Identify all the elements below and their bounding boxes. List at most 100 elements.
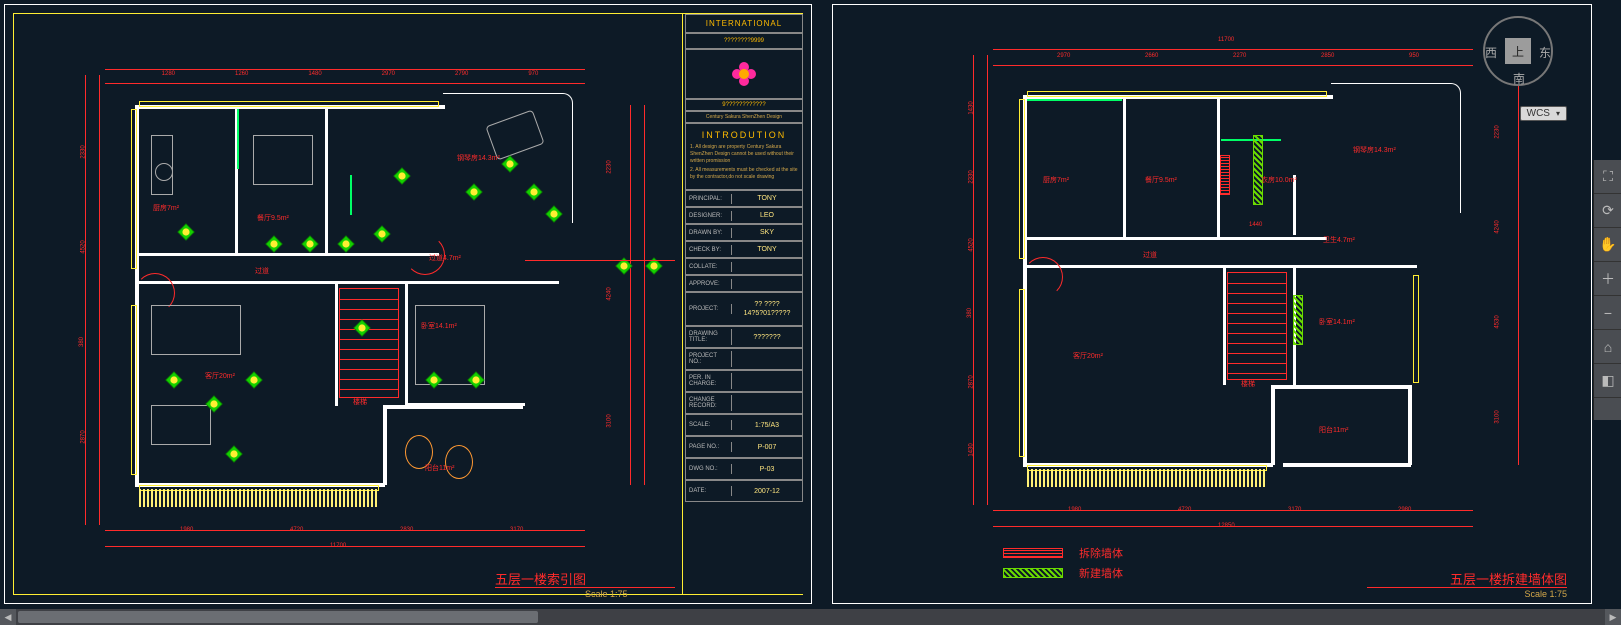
tb-tail-r-0 — [732, 357, 802, 361]
r-dim-1440: 1440 — [1249, 222, 1262, 228]
tb-tail-l-6: DATE: — [686, 486, 732, 496]
index-symbol-6 — [465, 183, 483, 201]
flower-icon — [732, 62, 756, 86]
scroll-left-button[interactable]: ◀ — [0, 609, 16, 625]
nav-btn-6[interactable]: ◧ — [1594, 364, 1621, 398]
rl-dining: 餐厅9.5m² — [257, 213, 289, 223]
compass-e[interactable]: 东 — [1539, 44, 1551, 61]
r-dim-left2 — [973, 55, 974, 505]
tb-row-5: APPROVE: — [685, 275, 803, 292]
nav-btn-1[interactable]: ⟳ — [1594, 194, 1621, 228]
rl-corridor2: 过道4.7m² — [429, 253, 461, 263]
dim-text: 3170 — [510, 527, 523, 533]
tb-tail-0: PROJECT NO.: — [685, 348, 803, 370]
tb-row-1: DESIGNER:LEO — [685, 207, 803, 224]
rl-kitchen: 厨房7m² — [153, 203, 179, 213]
nav-btn-3[interactable]: ＋ — [1594, 262, 1621, 296]
iw-2 — [325, 109, 328, 254]
scrollbar-horizontal[interactable]: ◀ ▶ — [0, 609, 1621, 625]
wcs-indicator[interactable]: WCS ▾ — [1520, 106, 1567, 121]
tb-row-l-1: DESIGNER: — [686, 211, 732, 221]
tb-row-2: DRAWN BY:SKY — [685, 224, 803, 241]
rl-living: 客厅20m² — [205, 371, 235, 381]
nav-btn-4[interactable]: − — [1594, 296, 1621, 330]
tb-row-0: PRINCIPAL:TONY — [685, 190, 803, 207]
dim-text: 1430 — [969, 101, 975, 114]
tb-tail-r-6: 2007-12 — [732, 486, 802, 497]
dim-text: 2330 — [81, 145, 87, 158]
r-dim-total-bot: 12850 — [1218, 523, 1235, 529]
index-symbol-16 — [225, 445, 243, 463]
iw-6 — [405, 281, 408, 406]
nav-btn-2[interactable]: ✋ — [1594, 228, 1621, 262]
compass-w[interactable]: 西 — [1485, 44, 1497, 61]
iw-3 — [139, 253, 439, 256]
r-rl-cloak: 衣房10.0m² — [1261, 175, 1297, 185]
r-bay-ne — [1331, 83, 1461, 213]
tb-row-r-0: TONY — [732, 193, 802, 204]
rl-balcony: 阳台11m² — [425, 463, 454, 473]
dim-text: 2830 — [400, 527, 413, 533]
tb-row-l-0: PRINCIPAL: — [686, 194, 732, 204]
dim-left2 — [85, 75, 86, 525]
dim-text: 3100 — [1495, 410, 1501, 423]
rl-bedroom: 卧室14.1m² — [421, 321, 457, 331]
view-cube[interactable]: 上 南 东 西 — [1473, 6, 1563, 96]
tb-intro: INTRODUTION 1. All design are property C… — [685, 123, 803, 190]
legend-new-txt: 新建墙体 — [1079, 565, 1123, 581]
title-block: INTERNATIONAL ????????9999 9????????????… — [685, 14, 803, 594]
dim-text: 950 — [1409, 53, 1419, 59]
scroll-thumb[interactable] — [18, 611, 538, 623]
nav-btn-5[interactable]: ⌂ — [1594, 330, 1621, 364]
index-symbol-13 — [353, 319, 371, 337]
furn-table — [253, 135, 313, 185]
tb-row-l-2: DRAWN BY: — [686, 228, 732, 238]
furn-sofa — [151, 305, 241, 355]
r-dim-left — [987, 55, 988, 505]
tb-sub2: 9???????????? — [685, 99, 803, 111]
nav-btn-0[interactable]: ⛶ — [1594, 160, 1621, 194]
index-symbol-4 — [373, 225, 391, 243]
dim-text: 2850 — [1321, 53, 1334, 59]
legend-demolish-txt: 拆除墙体 — [1079, 545, 1123, 561]
dim-text: 4530 — [1495, 315, 1501, 328]
tb-international: INTERNATIONAL — [685, 14, 803, 33]
r-rl-balcony: 阳台11m² — [1319, 425, 1348, 435]
tb-tail-l-2: CHANGE RECORD: — [686, 395, 732, 411]
r-wall-s3 — [1271, 385, 1411, 389]
dim-text: 2870 — [969, 375, 975, 388]
fig-title-right: 五层一楼拆建墙体图 — [1450, 569, 1567, 588]
dim-top — [105, 69, 585, 70]
r-iw-1 — [1123, 99, 1126, 239]
navigation-bar: ⛶⟳✋＋−⌂◧ — [1593, 160, 1621, 420]
sheet-left: INTERNATIONAL ????????9999 9????????????… — [4, 4, 812, 604]
legend-new-swatch — [1003, 568, 1063, 578]
index-symbol-7 — [501, 155, 519, 173]
r-wall-s2 — [1271, 385, 1275, 465]
dim-text: 2660 — [1145, 53, 1158, 59]
fig-scale-left: Scale 1:75 — [585, 589, 628, 599]
drawing-canvas[interactable]: INTERNATIONAL ????????9999 9????????????… — [0, 0, 1621, 625]
dim-text: 2870 — [81, 430, 87, 443]
tb-tail-l-1: PER. IN CHARGE: — [686, 373, 732, 389]
dim-text: 2790 — [455, 71, 468, 77]
r-dim-top2 — [993, 65, 1473, 66]
r-rl-kitchen: 厨房7m² — [1043, 175, 1069, 185]
tb-tail-r-1 — [732, 379, 802, 383]
scroll-right-button[interactable]: ▶ — [1605, 609, 1621, 625]
compass-s[interactable]: 南 — [1513, 70, 1525, 87]
win-n — [139, 101, 439, 107]
r-rl-living: 客厅20m² — [1073, 351, 1103, 361]
r-wall-s5 — [1283, 463, 1411, 467]
tb-tail-l-0: PROJECT NO.: — [686, 351, 732, 367]
dim-text: 3100 — [607, 414, 613, 427]
dim-text: 4240 — [1495, 220, 1501, 233]
tb-tail-5: DWG NO.:P-03 — [685, 458, 803, 480]
compass-cube-top[interactable]: 上 — [1505, 38, 1531, 64]
legend-demolish: 拆除墙体 — [1003, 545, 1123, 561]
dim-text: 1430 — [969, 443, 975, 456]
tb-row-4: COLLATE: — [685, 258, 803, 275]
dim-text: 380 — [79, 336, 85, 346]
dim-right2 — [644, 105, 645, 485]
r-rl-bedroom: 卧室14.1m² — [1319, 317, 1355, 327]
